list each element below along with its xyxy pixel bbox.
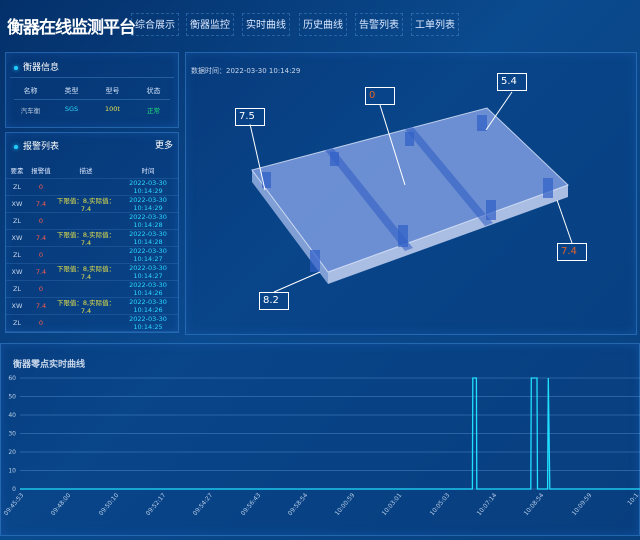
sensor-label-back-right[interactable]: 5.4 — [497, 73, 527, 91]
row-value: 0 — [38, 285, 44, 293]
table-row[interactable]: XW 7.4 下限值：8,实际值：7.4 2022-03-30 10:14:27 — [6, 264, 178, 281]
row-time: 2022-03-30 10:14:26 — [129, 298, 167, 314]
y-tick-label: 0 — [12, 486, 16, 493]
row-value: 7.4 — [35, 200, 47, 208]
zero-point-chart: 0 10 20 30 40 50 60 — [8, 375, 640, 493]
chart-title: 衡器零点实时曲线 — [13, 360, 86, 370]
row-time: 2022-03-30 10:14:25 — [129, 315, 167, 331]
row-element: ZL — [12, 285, 22, 293]
row-value: 0 — [38, 251, 44, 259]
row-time: 2022-03-30 10:14:26 — [129, 281, 167, 297]
col-desc: 描述 — [79, 167, 93, 175]
more-link[interactable]: 更多 — [154, 141, 173, 151]
y-tick-label: 30 — [8, 431, 16, 438]
bullet-icon — [14, 65, 18, 70]
col-time: 时间 — [141, 167, 155, 175]
row-element: XW — [11, 302, 23, 310]
row-time: 2022-03-30 10:14:28 — [129, 230, 167, 246]
row-element: ZL — [12, 183, 22, 191]
platform — [251, 107, 569, 284]
row-time: 2022-03-30 10:14:27 — [129, 264, 167, 280]
alarm-list-panel: 报警列表 更多 要素 报警值 描述 时间 ZL 0 2022-03-30 10:… — [5, 132, 179, 333]
table-row[interactable]: XW 7.4 下限值：8,实际值：7.4 2022-03-30 10:14:26 — [6, 298, 178, 315]
col-type: 类型 — [64, 87, 79, 95]
scale-name: 汽车衡 — [20, 107, 41, 115]
row-element: XW — [11, 234, 23, 242]
row-element: ZL — [12, 251, 22, 259]
load-cells — [262, 115, 553, 272]
col-status: 状态 — [146, 87, 161, 95]
row-time: 2022-03-30 10:14:29 — [129, 179, 167, 195]
table-row[interactable]: ZL 0 2022-03-30 10:14:26 — [6, 281, 178, 298]
sensor-label-front-left[interactable]: 8.2 — [259, 292, 289, 310]
row-desc: 下限值：8,实际值：7.4 — [56, 265, 116, 281]
row-element: ZL — [12, 217, 22, 225]
info-header: 名称 类型 型号 状态 — [10, 86, 174, 96]
table-row[interactable]: ZL 0 2022-03-30 10:14:25 — [6, 315, 178, 332]
row-value: 7.4 — [35, 268, 47, 276]
scale-model: 100t — [105, 105, 120, 113]
info-row: 汽车衡 SGS 100t 正常 — [10, 105, 174, 115]
tab-5[interactable]: 工单列表 — [411, 13, 459, 36]
y-tick-label: 50 — [8, 394, 16, 401]
tab-0[interactable]: 综合展示 — [131, 13, 179, 36]
platform-left-face — [252, 170, 328, 284]
table-row[interactable]: XW 7.4 下限值：8,实际值：7.4 2022-03-30 10:14:28 — [6, 230, 178, 247]
panel-title: 报警列表 — [23, 142, 60, 152]
row-desc: 下限值：8,实际值：7.4 — [56, 231, 116, 247]
scale-3d-model — [249, 91, 573, 293]
col-name: 名称 — [23, 87, 38, 95]
row-value: 0 — [38, 217, 44, 225]
row-desc: 下限值：8,实际值：7.4 — [56, 197, 116, 213]
row-time: 2022-03-30 10:14:27 — [129, 247, 167, 263]
y-tick-label: 10 — [8, 468, 16, 475]
alarm-table-header: 要素 报警值 描述 时间 — [6, 162, 178, 179]
table-row[interactable]: ZL 0 2022-03-30 10:14:29 — [6, 179, 178, 196]
row-element: ZL — [12, 319, 22, 327]
y-tick-label: 60 — [8, 375, 16, 382]
col-element: 要素 — [10, 167, 24, 175]
col-model: 型号 — [105, 87, 120, 95]
row-time: 2022-03-30 10:14:28 — [129, 213, 167, 229]
y-tick-label: 20 — [8, 449, 16, 456]
scale-info-panel: 衡器信息 名称 类型 型号 状态 汽车衡 SGS 100t 正常 — [5, 52, 179, 128]
panel-title: 衡器信息 — [23, 63, 60, 73]
tab-3[interactable]: 历史曲线 — [299, 13, 347, 36]
bullet-icon — [14, 144, 18, 149]
sensor-label-back-left[interactable]: 7.5 — [235, 108, 265, 126]
col-value: 报警值 — [31, 167, 51, 175]
table-row[interactable]: XW 7.4 下限值：8,实际值：7.4 2022-03-30 10:14:29 — [6, 196, 178, 213]
row-time: 2022-03-30 10:14:29 — [129, 196, 167, 212]
tab-4[interactable]: 告警列表 — [355, 13, 403, 36]
alarm-table: 要素 报警值 描述 时间 ZL 0 2022-03-30 10:14:29 XW… — [6, 162, 178, 332]
leader-lines — [249, 91, 573, 293]
tab-1[interactable]: 衡器监控 — [186, 13, 234, 36]
row-value: 0 — [38, 319, 44, 327]
zero-point-chart-panel: 衡器零点实时曲线 — [0, 343, 640, 536]
row-value: 7.4 — [35, 302, 47, 310]
table-row[interactable]: ZL 0 2022-03-30 10:14:28 — [6, 213, 178, 230]
row-element: XW — [11, 268, 23, 276]
platform-front-face — [328, 185, 568, 284]
beams — [325, 127, 493, 251]
scale-type: SGS — [64, 105, 79, 113]
data-time: 数据时间：2022-03-30 10:14:29 — [191, 67, 301, 75]
zero-point-series-line — [20, 377, 640, 490]
row-desc: 下限值：8,实际值：7.4 — [56, 299, 116, 315]
sensor-label-center[interactable]: 0 — [365, 87, 395, 105]
row-element: XW — [11, 200, 23, 208]
tab-2[interactable]: 实时曲线 — [242, 13, 290, 36]
scale-status: 正常 — [147, 107, 160, 115]
y-tick-label: 40 — [8, 412, 16, 419]
row-value: 0 — [38, 183, 44, 191]
sensor-label-front-right[interactable]: 7.4 — [557, 243, 587, 261]
table-row[interactable]: ZL 0 2022-03-30 10:14:27 — [6, 247, 178, 264]
app-title: 衡器在线监测平台 — [7, 18, 136, 38]
row-value: 7.4 — [35, 234, 47, 242]
